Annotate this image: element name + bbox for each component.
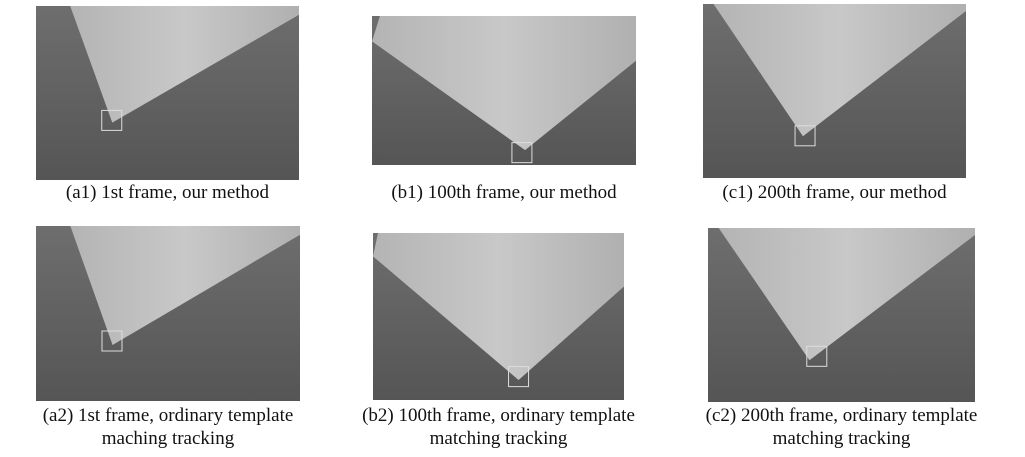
caption: (c1) 200th frame, our method [665, 181, 1005, 204]
caption-line: (b1) 100th frame, our method [334, 181, 674, 204]
caption-line: (a2) 1st frame, ordinary template [0, 404, 338, 427]
caption-line: matching tracking [672, 427, 1012, 450]
caption: (b1) 100th frame, our method [334, 181, 674, 204]
caption-line: (b2) 100th frame, ordinary template [329, 404, 669, 427]
caption-line: maching tracking [0, 427, 338, 450]
caption-line: matching tracking [329, 427, 669, 450]
caption-line: (c2) 200th frame, ordinary template [672, 404, 1012, 427]
frame-image [373, 233, 624, 400]
frame-image [708, 228, 975, 402]
frame-image [372, 16, 636, 165]
figure: (a1) 1st frame, our method (b1) 100th fr… [0, 0, 1025, 457]
frame-image [36, 226, 300, 401]
frame-image [703, 4, 966, 178]
frame-image [36, 6, 299, 180]
caption: (a1) 1st frame, our method [0, 181, 338, 204]
caption-line: (a1) 1st frame, our method [0, 181, 338, 204]
caption-line: (c1) 200th frame, our method [665, 181, 1005, 204]
